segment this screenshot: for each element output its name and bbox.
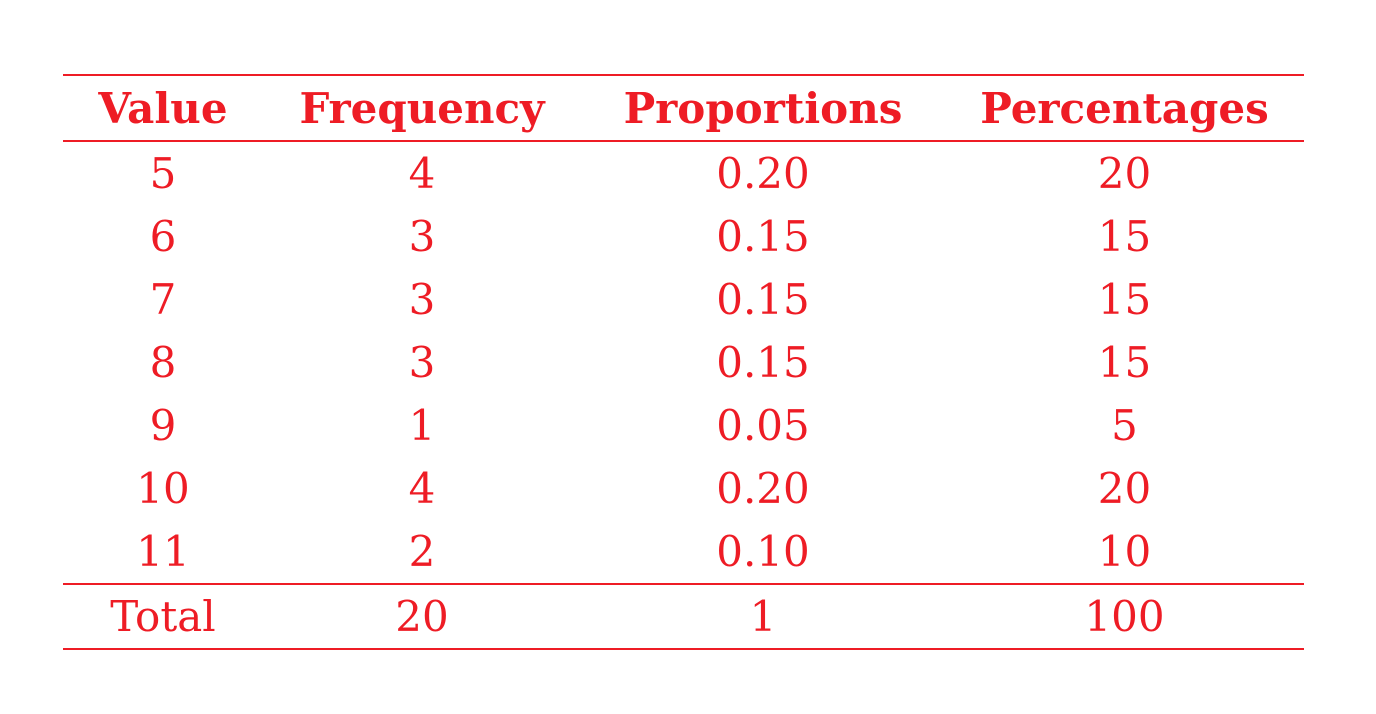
cell-value: 8 [149, 338, 177, 387]
cell-percentage: 5 [1111, 401, 1138, 450]
cell-proportion: 0.20 [716, 464, 810, 513]
cell-value: 7 [149, 275, 177, 324]
total-frequency: 20 [395, 592, 449, 641]
top-rule [63, 74, 1304, 76]
cell-frequency: 3 [408, 212, 436, 261]
header-proportions: Proportions [623, 83, 903, 133]
cell-percentage: 15 [1097, 338, 1152, 387]
total-row: Total 20 1 100 [63, 585, 1304, 648]
header-rule [63, 140, 1304, 142]
table-row: 8 3 0.15 15 [63, 331, 1304, 394]
cell-frequency: 1 [408, 401, 436, 450]
total-percentage: 100 [1084, 592, 1165, 641]
cell-proportion: 0.15 [716, 212, 810, 261]
cell-percentage: 20 [1097, 149, 1152, 198]
total-rule [63, 583, 1304, 585]
cell-value: 6 [149, 212, 177, 261]
cell-frequency: 4 [408, 149, 436, 198]
table-row: 10 4 0.20 20 [63, 457, 1304, 520]
cell-proportion: 0.15 [716, 338, 810, 387]
total-proportion: 1 [749, 592, 777, 641]
table-row: 6 3 0.15 15 [63, 205, 1304, 268]
total-label: Total [110, 592, 216, 641]
cell-frequency: 3 [408, 338, 436, 387]
cell-value: 11 [136, 527, 190, 576]
cell-proportion: 0.05 [716, 401, 810, 450]
header-frequency: Frequency [299, 83, 545, 133]
cell-proportion: 0.15 [716, 275, 810, 324]
cell-percentage: 15 [1097, 212, 1152, 261]
cell-percentage: 20 [1097, 464, 1152, 513]
table-row: 5 4 0.20 20 [63, 142, 1304, 205]
cell-percentage: 10 [1097, 527, 1152, 576]
table-row: 11 2 0.10 10 [63, 520, 1304, 583]
cell-proportion: 0.10 [716, 527, 810, 576]
cell-frequency: 3 [408, 275, 436, 324]
table-row: 9 1 0.05 5 [63, 394, 1304, 457]
table-row: 7 3 0.15 15 [63, 268, 1304, 331]
header-row: Value Frequency Proportions Percentages [63, 76, 1304, 140]
cell-frequency: 2 [408, 527, 436, 576]
cell-proportion: 0.20 [716, 149, 810, 198]
cell-value: 9 [149, 401, 177, 450]
bottom-rule [63, 648, 1304, 650]
header-percentages: Percentages [980, 83, 1269, 133]
header-value: Value [98, 83, 228, 133]
cell-value: 10 [136, 464, 190, 513]
cell-value: 5 [149, 149, 177, 198]
frequency-table: Value Frequency Proportions Percentages … [63, 74, 1304, 650]
cell-frequency: 4 [408, 464, 436, 513]
cell-percentage: 15 [1097, 275, 1152, 324]
